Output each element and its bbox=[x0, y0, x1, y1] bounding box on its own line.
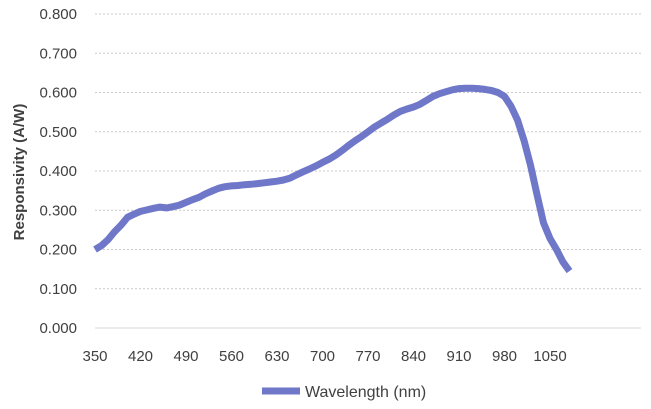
x-tick-label: 490 bbox=[173, 348, 198, 365]
x-tick-label: 1050 bbox=[533, 348, 566, 365]
x-tick-label: 910 bbox=[446, 348, 471, 365]
x-tick-label: 980 bbox=[492, 348, 517, 365]
legend-label: Wavelength (nm) bbox=[305, 384, 426, 401]
y-tick-label: 0.400 bbox=[39, 163, 77, 180]
series-line bbox=[95, 88, 570, 271]
y-tick-label: 0.000 bbox=[39, 320, 77, 337]
y-tick-label: 0.600 bbox=[39, 85, 77, 102]
legend: Wavelength (nm) bbox=[262, 384, 426, 401]
y-tick-label: 0.200 bbox=[39, 242, 77, 259]
y-tick-label: 0.800 bbox=[39, 6, 77, 23]
y-axis-label: Responsivity (A/W) bbox=[11, 104, 28, 241]
x-tick-label: 700 bbox=[310, 348, 335, 365]
y-axis-tick-labels: 0.000 0.100 0.200 0.300 0.400 0.500 0.600 0.700… bbox=[39, 6, 77, 337]
y-tick-label: 0.100 bbox=[39, 281, 77, 298]
x-tick-label: 770 bbox=[355, 348, 380, 365]
series-layer bbox=[95, 88, 570, 271]
x-tick-label: 420 bbox=[128, 348, 153, 365]
y-tick-label: 0.500 bbox=[39, 124, 77, 141]
x-tick-label: 630 bbox=[264, 348, 289, 365]
y-tick-label: 0.700 bbox=[39, 45, 77, 62]
x-tick-label: 560 bbox=[219, 348, 244, 365]
x-tick-label: 350 bbox=[82, 348, 107, 365]
x-axis-tick-labels: 350 420 490 560 630 700 770 840 910 980 1050 bbox=[82, 348, 566, 365]
y-tick-label: 0.300 bbox=[39, 202, 77, 219]
x-tick-label: 840 bbox=[401, 348, 426, 365]
